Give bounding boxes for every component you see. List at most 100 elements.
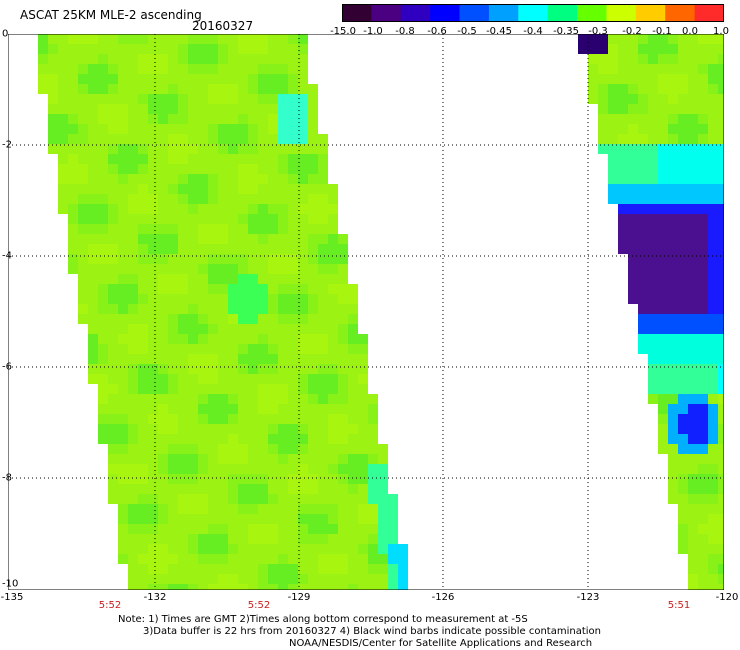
wind-cell <box>718 384 724 394</box>
wind-cell <box>228 324 238 334</box>
wind-cell <box>138 274 148 284</box>
wind-cell <box>698 44 708 54</box>
wind-cell <box>158 224 168 234</box>
wind-cell <box>98 274 108 284</box>
wind-cell <box>688 174 698 184</box>
wind-cell <box>118 164 128 174</box>
wind-cell <box>328 424 338 434</box>
wind-cell <box>138 74 148 84</box>
wind-cell <box>218 584 228 590</box>
wind-cell <box>258 44 268 54</box>
wind-cell <box>218 54 228 64</box>
wind-cell <box>278 534 288 544</box>
wind-cell <box>318 554 328 564</box>
wind-cell <box>238 274 248 284</box>
wind-cell <box>128 354 138 364</box>
wind-cell <box>658 184 668 194</box>
wind-cell <box>148 294 158 304</box>
wind-cell <box>308 164 318 174</box>
pass-time-label: 5:52 <box>98 600 122 611</box>
wind-cell <box>238 584 248 590</box>
wind-cell <box>318 144 328 154</box>
wind-cell <box>668 74 678 84</box>
wind-cell <box>148 264 158 274</box>
wind-cell <box>328 254 338 264</box>
wind-cell <box>148 74 158 84</box>
wind-cell <box>128 234 138 244</box>
wind-cell <box>718 264 724 274</box>
wind-cell <box>178 174 188 184</box>
wind-cell <box>638 74 648 84</box>
wind-cell <box>718 584 724 590</box>
wind-cell <box>638 154 648 164</box>
wind-cell <box>158 74 168 84</box>
wind-cell <box>128 114 138 124</box>
wind-cell <box>128 74 138 84</box>
wind-cell <box>58 104 68 114</box>
wind-cell <box>668 254 678 264</box>
wind-cell <box>218 384 228 394</box>
wind-cell <box>168 584 178 590</box>
wind-cell <box>298 254 308 264</box>
wind-cell <box>388 524 398 534</box>
wind-cell <box>218 124 228 134</box>
wind-cell <box>238 514 248 524</box>
wind-cell <box>678 494 688 504</box>
wind-cell <box>188 114 198 124</box>
wind-cell <box>718 34 724 44</box>
wind-cell <box>608 134 618 144</box>
wind-cell <box>158 294 168 304</box>
wind-cell <box>698 504 708 514</box>
wind-cell <box>348 454 358 464</box>
wind-cell <box>718 104 724 114</box>
wind-cell <box>358 484 368 494</box>
wind-cell <box>678 374 688 384</box>
wind-cell <box>148 514 158 524</box>
wind-cell <box>88 54 98 64</box>
wind-cell <box>278 164 288 174</box>
wind-cell <box>258 324 268 334</box>
wind-cell <box>358 394 368 404</box>
wind-cell <box>98 374 108 384</box>
wind-cell <box>298 364 308 374</box>
wind-cell <box>138 554 148 564</box>
wind-cell <box>328 484 338 494</box>
wind-cell <box>168 464 178 474</box>
wind-cell <box>158 404 168 414</box>
wind-cell <box>658 294 668 304</box>
wind-cell <box>688 404 698 414</box>
wind-cell <box>288 424 298 434</box>
wind-cell <box>118 474 128 484</box>
wind-cell <box>208 44 218 54</box>
wind-cell <box>708 524 718 534</box>
wind-cell <box>258 334 268 344</box>
wind-cell <box>368 504 378 514</box>
wind-cell <box>288 124 298 134</box>
wind-cell <box>178 404 188 414</box>
wind-cell <box>88 114 98 124</box>
wind-cell <box>198 314 208 324</box>
wind-cell <box>98 224 108 234</box>
wind-cell <box>138 404 148 414</box>
wind-cell <box>658 274 668 284</box>
wind-cell <box>208 514 218 524</box>
wind-cell <box>718 324 724 334</box>
wind-cell <box>698 344 708 354</box>
wind-cell <box>698 484 708 494</box>
wind-cell <box>708 204 718 214</box>
wind-cell <box>228 144 238 154</box>
wind-cell <box>148 104 158 114</box>
wind-cell <box>88 94 98 104</box>
wind-cell <box>668 114 678 124</box>
wind-cell <box>298 44 308 54</box>
wind-cell <box>718 114 724 124</box>
wind-cell <box>228 224 238 234</box>
wind-cell <box>198 374 208 384</box>
wind-cell <box>158 434 168 444</box>
wind-cell <box>218 554 228 564</box>
wind-cell <box>258 364 268 374</box>
wind-cell <box>258 444 268 454</box>
wind-cell <box>258 314 268 324</box>
wind-cell <box>278 264 288 274</box>
wind-cell <box>48 144 58 154</box>
